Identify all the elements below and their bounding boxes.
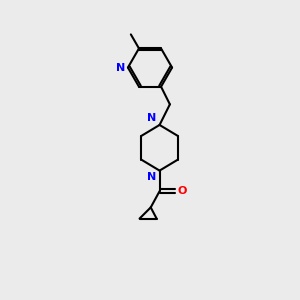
Text: N: N (147, 113, 156, 124)
Text: N: N (147, 172, 156, 182)
Text: O: O (178, 186, 187, 196)
Text: N: N (116, 63, 125, 73)
